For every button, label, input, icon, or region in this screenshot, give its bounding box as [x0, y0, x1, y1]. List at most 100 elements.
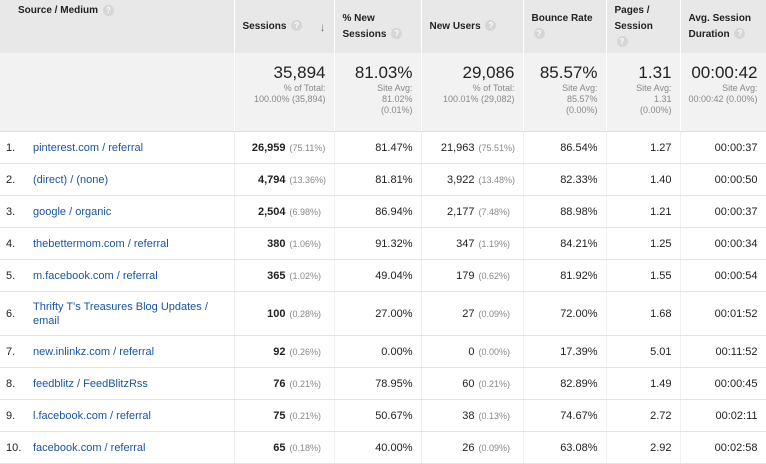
pages-cell: 1.49 — [606, 367, 681, 400]
col-duration-header[interactable]: Avg. Session Duration ? — [680, 0, 766, 53]
question-icon[interactable]: ? — [485, 20, 497, 32]
new-users-value: 38 — [462, 409, 475, 422]
new-sessions-cell: 81.47% — [334, 131, 422, 164]
source-link[interactable]: l.facebook.com / referral — [33, 409, 151, 422]
source-link[interactable]: pinterest.com / referral — [33, 141, 144, 154]
new-users-value: 27 — [462, 307, 475, 320]
new-sessions-cell: 81.81% — [334, 163, 422, 196]
col-bounce-header[interactable]: Bounce Rate? — [523, 0, 607, 53]
question-icon[interactable]: ? — [533, 28, 545, 40]
bounce-value: 74.67% — [560, 409, 598, 422]
sessions-cell: 380 (1.06%) — [233, 227, 335, 260]
question-icon[interactable]: ? — [734, 28, 746, 40]
col-sessions-label: Sessions — [242, 20, 287, 32]
totals-pages-value: 1.31 — [638, 63, 672, 82]
new-sessions-value: 49.04% — [375, 269, 413, 282]
col-source-header[interactable]: Source / Medium ? — [0, 0, 235, 53]
totals-source-cell — [0, 53, 235, 132]
totals-pages-sub1: Site Avg: — [636, 83, 672, 93]
col-pages-header[interactable]: Pages / Session? — [606, 0, 681, 53]
bounce-value: 17.39% — [560, 345, 598, 358]
totals-bounce-value: 85.57% — [539, 63, 598, 82]
new-users-cell: 60 (0.21%) — [421, 367, 524, 400]
totals-sessions-sub1: % of Total: — [283, 83, 326, 93]
col-sessions-header[interactable]: Sessions ? ↓ — [233, 0, 335, 53]
question-icon[interactable]: ? — [291, 20, 303, 32]
sessions-value: 100 — [267, 307, 286, 320]
bounce-cell: 82.33% — [523, 163, 607, 196]
row-number: 2. — [6, 173, 16, 186]
table-row: 5. m.facebook.com / referral 365 (1.02%) 49.… — [0, 259, 766, 292]
new-users-cell: 27 (0.09%) — [421, 291, 524, 336]
pages-cell: 1.27 — [606, 131, 681, 164]
col-new-sessions-label-2: Sessions — [342, 28, 387, 40]
pages-value: 1.21 — [650, 205, 672, 218]
table-row: 7. new.inlinkz.com / referral 92 (0.26%) 0.0… — [0, 335, 766, 368]
new-users-value: 21,963 — [440, 141, 475, 154]
col-new-sessions-header[interactable]: % New Sessions ? — [334, 0, 422, 53]
sessions-percent: (0.28%) — [289, 308, 322, 319]
bounce-value: 81.92% — [560, 269, 598, 282]
col-new-sessions-label-1: % New — [342, 12, 375, 24]
source-link[interactable]: Thrifty T's Treasures Blog Updates / ema… — [33, 300, 208, 327]
duration-cell: 00:00:50 — [680, 163, 766, 196]
source-link[interactable]: new.inlinkz.com / referral — [33, 345, 155, 358]
new-users-cell: 179 (0.62%) — [421, 259, 524, 292]
bounce-value: 88.98% — [560, 205, 598, 218]
row-number: 5. — [6, 269, 16, 282]
source-link[interactable]: (direct) / (none) — [33, 173, 109, 186]
pages-cell: 1.40 — [606, 163, 681, 196]
table-row: 6. Thrifty T's Treasures Blog Updates / e… — [0, 291, 766, 336]
new-users-value: 0 — [468, 345, 475, 358]
new-sessions-cell: 49.04% — [334, 259, 422, 292]
pages-cell: 5.01 — [606, 335, 681, 368]
pages-cell: 2.72 — [606, 399, 681, 432]
totals-new-users: 29,086% of Total: 100.01% (29,082) — [421, 53, 524, 132]
col-new-users-header[interactable]: New Users ? — [421, 0, 524, 53]
source-link[interactable]: google / organic — [33, 205, 112, 218]
question-icon[interactable]: ? — [391, 28, 403, 40]
table-row: 8. feedblitz / FeedBlitzRss 76 (0.21%) 78.95… — [0, 367, 766, 400]
pages-value: 1.27 — [650, 141, 672, 154]
bounce-cell: 74.67% — [523, 399, 607, 432]
sessions-value: 65 — [273, 441, 286, 454]
bounce-value: 63.08% — [560, 441, 598, 454]
new-users-value: 60 — [462, 377, 475, 390]
bounce-cell: 81.92% — [523, 259, 607, 292]
table-row: 4. thebettermom.com / referral 380 (1.06%) 9… — [0, 227, 766, 260]
question-icon[interactable]: ? — [616, 36, 628, 48]
totals-pages: 1.31 Site Avg: 1.31 (0.00%) — [606, 53, 681, 132]
totals-duration-value: 00:00:42 — [691, 63, 758, 82]
bounce-value: 82.89% — [560, 377, 598, 390]
sessions-value: 4,794 — [257, 173, 286, 186]
new-users-percent: (0.21%) — [478, 378, 511, 389]
source-link[interactable]: thebettermom.com / referral — [33, 237, 169, 250]
col-new-users-label: New Users — [429, 20, 481, 32]
sessions-cell: 26,959 (75.11%) — [233, 131, 335, 164]
pages-cell: 1.25 — [606, 227, 681, 260]
duration-value: 00:01:52 — [714, 307, 758, 320]
col-duration-label-1: Avg. Session — [688, 12, 751, 24]
question-icon[interactable]: ? — [102, 4, 114, 16]
source-link[interactable]: m.facebook.com / referral — [33, 269, 158, 282]
col-pages-label-2: Session — [614, 20, 653, 32]
pages-value: 1.49 — [650, 377, 672, 390]
totals-duration-sub2: 00:00:42 (0.00%) — [688, 94, 758, 104]
source-link[interactable]: feedblitz / FeedBlitzRss — [33, 377, 148, 390]
bounce-cell: 84.21% — [523, 227, 607, 260]
arrow-down-icon[interactable]: ↓ — [319, 19, 326, 34]
duration-value: 00:02:11 — [715, 409, 758, 422]
bounce-value: 82.33% — [560, 173, 598, 186]
row-number: 8. — [6, 377, 16, 390]
new-users-percent: (7.48%) — [478, 206, 511, 217]
col-bounce-label: Bounce Rate — [531, 12, 593, 24]
sessions-cell: 2,504 (6.98%) — [233, 195, 335, 228]
row-number: 1. — [6, 141, 16, 154]
duration-cell: 00:01:52 — [680, 291, 766, 336]
new-users-percent: (0.13%) — [478, 410, 511, 421]
sessions-cell: 365 (1.02%) — [233, 259, 335, 292]
source-cell: 1. pinterest.com / referral — [0, 131, 235, 164]
bounce-cell: 82.89% — [523, 367, 607, 400]
sessions-percent: (0.21%) — [289, 378, 322, 389]
source-link[interactable]: facebook.com / referral — [33, 441, 146, 454]
